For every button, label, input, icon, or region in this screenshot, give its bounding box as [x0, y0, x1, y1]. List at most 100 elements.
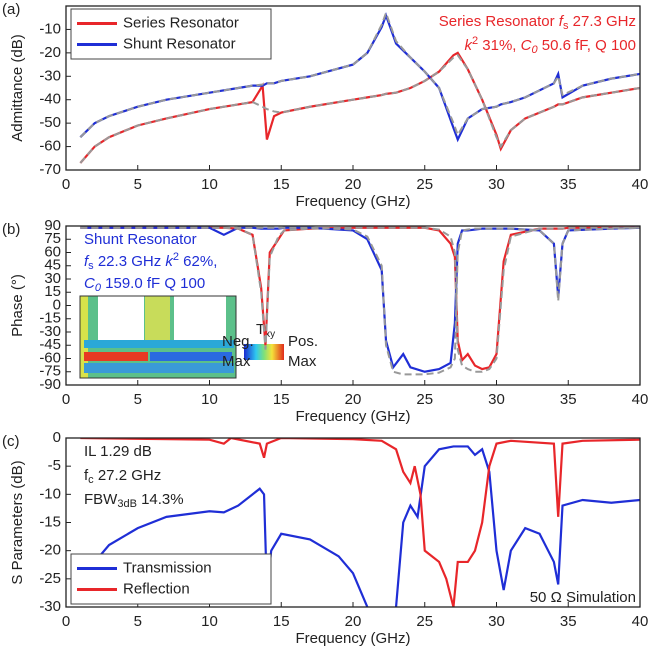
y-tick-label: -75 [39, 363, 61, 380]
y-tick-label: 0 [53, 296, 61, 313]
legend-box [70, 553, 272, 605]
panel-label: (c) [2, 433, 20, 450]
inset-field-map [79, 295, 237, 379]
annotation-part: 22.3 GHz [94, 253, 166, 270]
x-tick-label: 25 [416, 176, 433, 193]
x-tick-label: 5 [134, 176, 142, 193]
annotation-part: f [84, 253, 90, 270]
y-tick-label: -10 [39, 20, 61, 37]
x-tick-label: 40 [632, 391, 649, 408]
annotation: 50 Ω Simulation [530, 589, 636, 606]
annotation: fs 22.3 GHz k2 62%, [84, 251, 217, 272]
y-tick-label: 30 [44, 270, 61, 287]
annotation-part: 31%, [478, 37, 521, 54]
annotation: IL 1.29 dB [84, 443, 152, 460]
x-tick-label: 25 [416, 613, 433, 630]
annotation-part: s [88, 260, 94, 272]
x-tick-label: 15 [273, 391, 290, 408]
colorbar-label-part: xy [265, 329, 275, 340]
annotation-part: 62%, [179, 253, 217, 270]
y-tick-label: -25 [39, 570, 61, 587]
x-axis-label: Frequency (GHz) [295, 630, 410, 647]
legend-label: Shunt Resonator [123, 35, 236, 52]
annotation: Series Resonator fs 27.3 GHz [439, 13, 636, 32]
y-tick-label: -90 [39, 376, 61, 393]
annotation-part: 3dB [117, 498, 137, 510]
colorbar-label: Txy [256, 321, 275, 340]
y-tick-label: 60 [44, 243, 61, 260]
annotation-part: 2 [472, 35, 478, 47]
x-tick-label: 20 [345, 176, 362, 193]
y-tick-label: -45 [39, 336, 61, 353]
annotation-part: c [88, 474, 94, 486]
x-tick-label: 10 [201, 613, 218, 630]
y-tick-label: -30 [39, 323, 61, 340]
x-tick-label: 5 [134, 613, 142, 630]
annotation-part: FBW [84, 491, 118, 508]
annotation-part: 27.2 GHz [94, 467, 162, 484]
x-tick-label: 30 [488, 176, 505, 193]
annotation: Shunt Resonator [84, 231, 197, 248]
y-axis-label: S Parameters (dB) [9, 460, 26, 584]
annotation-part: f [559, 13, 565, 30]
y-tick-label: -10 [39, 485, 61, 502]
x-tick-label: 35 [560, 613, 577, 630]
y-tick-label: -70 [39, 161, 61, 178]
y-tick-label: -60 [39, 349, 61, 366]
x-tick-label: 20 [345, 391, 362, 408]
annotation: FBW3dB 14.3% [84, 491, 184, 510]
annotation-part: 2 [173, 251, 179, 263]
x-tick-label: 5 [134, 391, 142, 408]
y-tick-label: -40 [39, 91, 61, 108]
series-line [80, 226, 640, 376]
annotation-part: f [84, 467, 89, 484]
x-tick-label: 30 [488, 613, 505, 630]
annotation: k2 31%, C0 50.6 fF, Q 100 [464, 35, 636, 56]
y-tick-label: -15 [39, 310, 61, 327]
series-line [79, 10, 640, 138]
annotation-part: 14.3% [137, 491, 184, 508]
y-tick-label: 15 [44, 283, 61, 300]
panel-label: (a) [2, 1, 20, 18]
x-tick-label: 10 [201, 176, 218, 193]
annotation-part: C [521, 37, 532, 54]
annotation-part: s [563, 20, 569, 32]
annotation: C0 159.0 fF Q 100 [84, 275, 205, 294]
y-tick-label: -20 [39, 542, 61, 559]
series-line [80, 438, 640, 607]
colorbar-label: Pos. [288, 333, 318, 350]
y-tick-label: -15 [39, 513, 61, 530]
y-tick-label: 90 [44, 217, 61, 234]
x-tick-label: 10 [201, 391, 218, 408]
legend-label: Transmission [123, 559, 212, 576]
y-tick-label: -50 [39, 114, 61, 131]
annotation: fc 27.2 GHz [84, 467, 161, 486]
series-line [79, 445, 640, 607]
y-axis-label: Admittance (dB) [9, 34, 26, 142]
x-tick-label: 15 [273, 613, 290, 630]
x-tick-label: 35 [560, 391, 577, 408]
y-axis-label: Phase (°) [9, 274, 26, 337]
x-tick-label: 15 [273, 176, 290, 193]
panel-label: (b) [2, 221, 20, 238]
x-tick-label: 0 [62, 391, 70, 408]
y-tick-label: -60 [39, 138, 61, 155]
annotation-part: 0 [531, 44, 538, 56]
legend-label: Reflection [123, 580, 190, 597]
x-axis-label: Frequency (GHz) [295, 408, 410, 425]
y-tick-label: 75 [44, 230, 61, 247]
x-tick-label: 30 [488, 391, 505, 408]
panel: -10-20-30-40-50-60-700 5 10 15 20 25 30 35 40Fre… [2, 1, 648, 210]
x-tick-label: 0 [62, 176, 70, 193]
annotation-part: k [165, 253, 174, 270]
y-tick-label: -30 [39, 67, 61, 84]
series-line [79, 53, 640, 164]
colorbar [244, 344, 284, 360]
x-tick-label: 20 [345, 613, 362, 630]
y-tick-label: 45 [44, 257, 61, 274]
series-line [79, 51, 640, 164]
annotation-part: 27.3 GHz [568, 13, 636, 30]
